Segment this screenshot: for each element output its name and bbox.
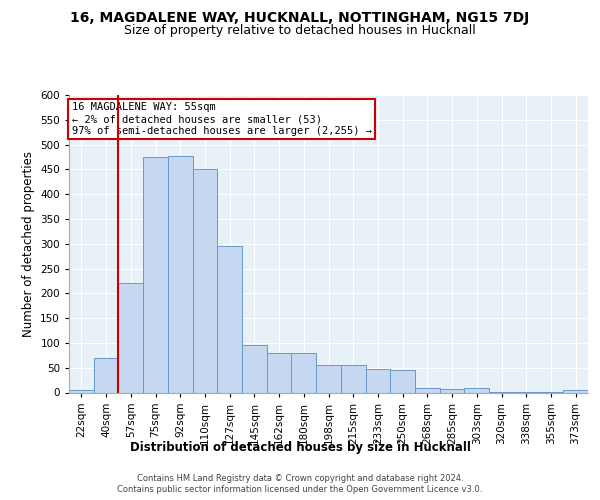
Text: 16 MAGDALENE WAY: 55sqm
← 2% of detached houses are smaller (53)
97% of semi-det: 16 MAGDALENE WAY: 55sqm ← 2% of detached…	[71, 102, 371, 136]
Bar	[440, 388, 464, 392]
Text: Distribution of detached houses by size in Hucknall: Distribution of detached houses by size …	[130, 441, 470, 454]
Bar	[118, 284, 143, 393]
Bar	[94, 358, 118, 392]
Bar	[267, 353, 292, 393]
Bar	[316, 365, 341, 392]
Bar	[341, 365, 365, 392]
Y-axis label: Number of detached properties: Number of detached properties	[22, 151, 35, 337]
Bar	[292, 353, 316, 393]
Bar	[365, 368, 390, 392]
Bar	[242, 346, 267, 393]
Bar	[168, 156, 193, 392]
Bar	[563, 390, 588, 392]
Bar	[464, 388, 489, 392]
Text: Size of property relative to detached houses in Hucknall: Size of property relative to detached ho…	[124, 24, 476, 37]
Text: 16, MAGDALENE WAY, HUCKNALL, NOTTINGHAM, NG15 7DJ: 16, MAGDALENE WAY, HUCKNALL, NOTTINGHAM,…	[70, 11, 530, 25]
Bar	[143, 157, 168, 392]
Bar	[390, 370, 415, 392]
Bar	[69, 390, 94, 392]
Bar	[217, 246, 242, 392]
Bar	[193, 170, 217, 392]
Bar	[415, 388, 440, 392]
Text: Contains public sector information licensed under the Open Government Licence v3: Contains public sector information licen…	[118, 485, 482, 494]
Text: Contains HM Land Registry data © Crown copyright and database right 2024.: Contains HM Land Registry data © Crown c…	[137, 474, 463, 483]
